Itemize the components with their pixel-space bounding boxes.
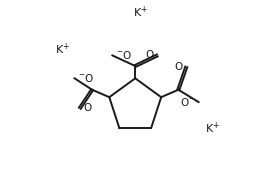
Text: O: O	[175, 62, 183, 72]
Text: K$^{+}$: K$^{+}$	[205, 121, 220, 136]
Text: O: O	[83, 103, 91, 113]
Text: K$^{+}$: K$^{+}$	[133, 5, 148, 20]
Text: $^{-}$O: $^{-}$O	[116, 49, 132, 61]
Text: K$^{+}$: K$^{+}$	[55, 42, 70, 57]
Text: O$^{-}$: O$^{-}$	[180, 96, 195, 108]
Text: O: O	[146, 51, 154, 60]
Text: $^{-}$O: $^{-}$O	[78, 72, 94, 84]
